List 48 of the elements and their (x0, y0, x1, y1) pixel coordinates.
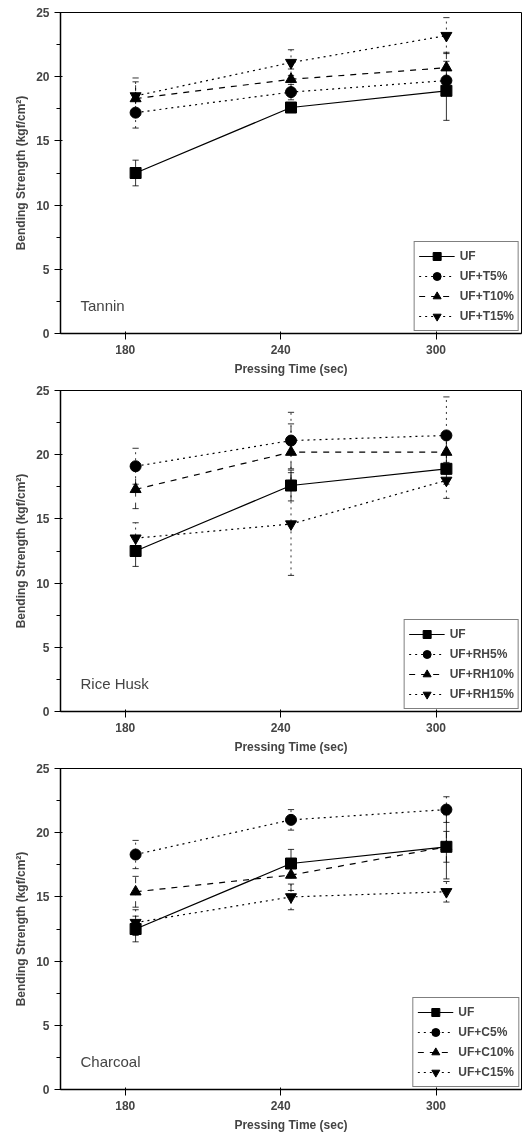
y-tick-label: 25 (36, 384, 50, 398)
x-tick-label: 300 (426, 720, 447, 735)
y-tick-label: 15 (36, 890, 50, 905)
y-axis-title: Bending Strength (kgf/cm²) (14, 851, 29, 1007)
x-axis-title: Pressing Time (sec) (234, 1117, 348, 1132)
legend-label: UF+C5% (458, 1024, 508, 1041)
x-tick-label: 180 (115, 342, 136, 357)
legend-label: UF+T10% (459, 288, 514, 305)
y-axis-title: Bending Strength (kgf/cm²) (14, 473, 29, 629)
x-tick-label: 240 (270, 342, 291, 357)
y-tick-label: 0 (42, 327, 50, 341)
x-axis-title: Pressing Time (sec) (234, 361, 348, 376)
y-axis-title: Bending Strength (kgf/cm²) (14, 95, 29, 251)
y-tick-label: 10 (36, 198, 50, 213)
x-tick-label: 180 (115, 720, 136, 735)
y-tick-label: 5 (42, 262, 50, 277)
y-tick-label: 20 (36, 826, 50, 841)
legend-label: UF+RH15% (449, 686, 514, 703)
x-tick-label: 300 (426, 342, 447, 357)
legend-label: UF+T15% (459, 308, 514, 325)
legend-label: UF (458, 1004, 476, 1021)
legend-label: UF+RH5% (449, 646, 508, 663)
x-tick-label: 300 (426, 1098, 447, 1113)
legend-label: UF+T5% (459, 268, 508, 285)
legend-label: UF+C10% (458, 1044, 514, 1061)
y-tick-label: 5 (42, 640, 50, 655)
legend-label: UF (459, 248, 477, 265)
y-tick-label: 0 (42, 1083, 50, 1097)
x-tick-label: 240 (270, 720, 291, 735)
legend-label: UF+RH10% (449, 666, 514, 683)
x-axis-title: Pressing Time (sec) (234, 739, 348, 754)
y-tick-label: 15 (36, 512, 50, 527)
y-tick-label: 25 (36, 6, 50, 20)
y-tick-label: 25 (36, 762, 50, 776)
y-tick-label: 15 (36, 134, 50, 149)
legend-label: UF+C15% (458, 1064, 514, 1081)
annotation: Tannin (80, 296, 125, 314)
y-tick-label: 20 (36, 70, 50, 85)
annotation: Rice Husk (80, 674, 150, 692)
y-tick-label: 5 (42, 1018, 50, 1033)
y-tick-label: 10 (36, 576, 50, 591)
y-tick-label: 20 (36, 448, 50, 463)
legend-label: UF (449, 626, 467, 643)
x-tick-label: 180 (115, 1098, 136, 1113)
y-tick-label: 0 (42, 705, 50, 719)
x-tick-label: 240 (270, 1098, 291, 1113)
annotation: Charcoal (80, 1052, 141, 1070)
y-tick-label: 10 (36, 954, 50, 969)
